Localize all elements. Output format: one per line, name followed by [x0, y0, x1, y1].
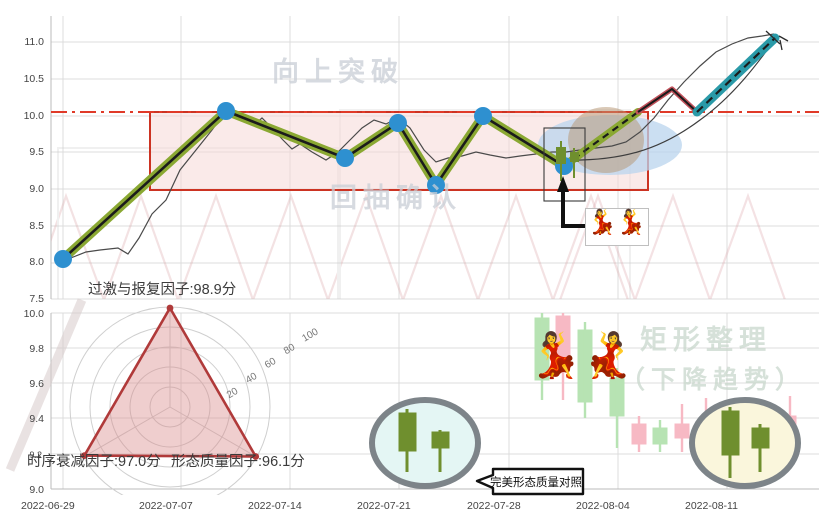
xtick-2022-07-28: 2022-07-28: [467, 500, 521, 512]
blue-halo-blob: [538, 115, 682, 175]
upper-ytick-10-0: 10.0: [23, 110, 44, 122]
raw-price-line: [62, 33, 775, 262]
upper-ytick-10-5: 10.5: [23, 73, 44, 85]
radar-chart: [69, 304, 271, 495]
lower-ytick-9-6: 9.6: [29, 378, 44, 390]
target-cross-icon: [765, 30, 789, 51]
pullback-halo: [635, 86, 700, 115]
left-highlight-ellipse: [369, 397, 481, 489]
lower-ytick-10-0: 10.0: [23, 308, 44, 320]
xtick-2022-07-07: 2022-07-07: [139, 500, 193, 512]
right-ellipse-candles: [721, 407, 770, 478]
dancer-icon-right-large: 💃: [582, 331, 637, 380]
dancer-icon-right-small: 💃: [616, 209, 646, 236]
xtick-2022-06-29: 2022-06-29: [21, 500, 75, 512]
upper-ytick-8-5: 8.5: [29, 220, 44, 232]
upper-ytick-9-5: 9.5: [29, 146, 44, 158]
dancer-icon-left-small: 💃: [587, 209, 617, 236]
zigzag-halo: [58, 106, 569, 264]
xtick-2022-07-14: 2022-07-14: [248, 500, 302, 512]
radar-label-quality-factor: 形态质量因子:96.1分: [171, 454, 305, 470]
watermark-downtrend: （下降趋势）: [620, 366, 807, 394]
pivot-markers: [54, 102, 573, 268]
xtick-2022-08-04: 2022-08-04: [576, 500, 630, 512]
inset-mini-candles: [543, 127, 586, 202]
upper-ytick-9-0: 9.0: [29, 183, 44, 195]
callout-elbow-arrow: [557, 176, 585, 228]
breakout-core: [696, 37, 776, 113]
left-ellipse-candles: [398, 409, 450, 472]
trend-curve: [559, 37, 777, 161]
xtick-2022-08-11: 2022-08-11: [685, 500, 738, 512]
upper-ytick-11-0: 11.0: [24, 36, 44, 48]
upper-ytick-8-0: 8.0: [29, 256, 44, 268]
watermark-pullback-confirm: 回抽确认: [330, 183, 462, 213]
projection-halo: [560, 108, 642, 170]
dancer-icon-left-large: 💃: [528, 331, 583, 380]
zigzag-core: [61, 109, 566, 261]
dancer-emoji-inset-box: 💃 💃: [585, 208, 649, 246]
lower-ytick-9-8: 9.8: [29, 343, 44, 355]
pullback-core: [637, 88, 698, 113]
radar-label-excess-factor: 过激与报复因子:98.9分: [88, 282, 237, 298]
lower-ytick-9-4: 9.4: [29, 413, 44, 425]
radar-polygon: [82, 305, 258, 458]
projection-core: [563, 111, 639, 167]
upper-panel-grid: [50, 16, 819, 300]
comparison-annotation-label: 完美形态质量对照: [490, 477, 582, 489]
watermark-breakout-up: 向上突破: [272, 57, 404, 87]
lower-ytick-9-2: 9.2: [29, 450, 42, 460]
breakout-halo: [692, 33, 780, 117]
upper-ytick-7-5: 7.5: [29, 293, 44, 305]
watermark-rect-consolidation: 矩形整理: [640, 325, 772, 355]
radar-vertices: [81, 304, 260, 460]
xtick-2022-07-21: 2022-07-21: [357, 500, 411, 512]
lower-ytick-9-0: 9.0: [29, 484, 44, 496]
brown-halo-blob: [568, 107, 644, 173]
right-highlight-ellipse: [689, 397, 801, 489]
radar-label-decay-factor: 时序衰减因子:97.0分: [27, 454, 161, 470]
